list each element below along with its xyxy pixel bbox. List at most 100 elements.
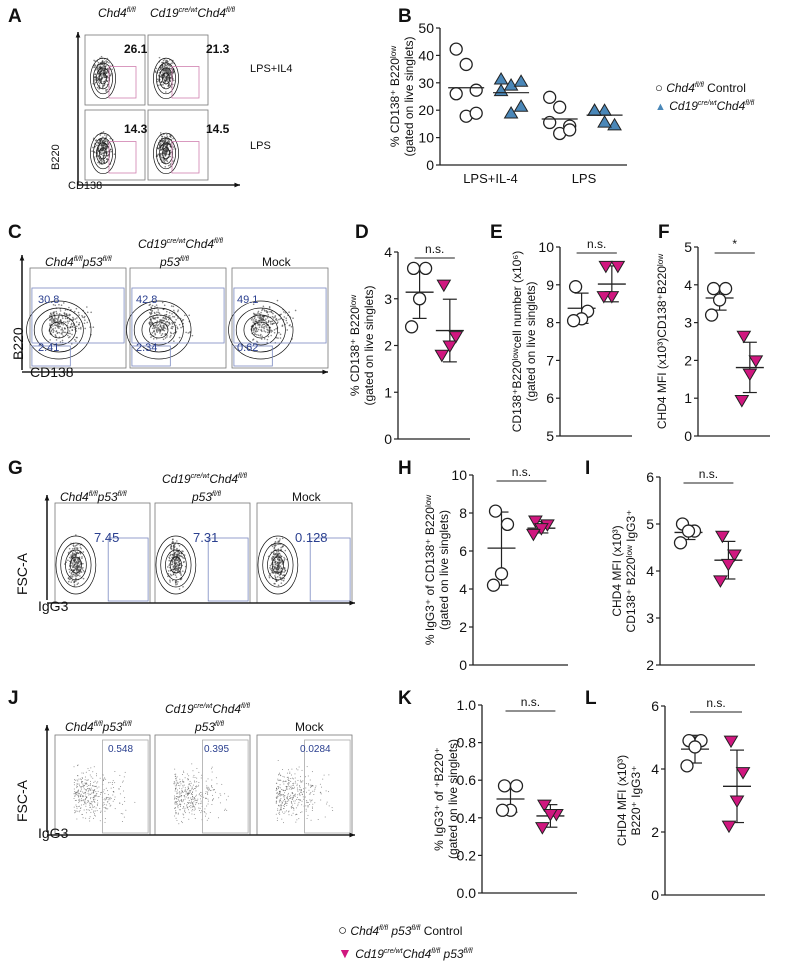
flow-event [275,560,277,563]
i-significance-label: n.s. [699,467,718,481]
flow-event [76,566,78,568]
flow-event [254,320,257,323]
flow-event [98,82,101,85]
flow-event [279,813,281,815]
flow-event [273,582,276,585]
flow-event [211,804,213,806]
flow-event [271,571,274,574]
flow-event [182,786,184,788]
flow-event [175,802,177,804]
flow-event [96,805,98,807]
flow-event [71,579,74,582]
flow-event [107,799,109,801]
contour-line [99,147,107,160]
flow-event [93,80,96,82]
flow-event [68,571,71,573]
contour-line [60,542,92,588]
flow-event [93,800,95,802]
control-data-point [469,83,483,97]
flow-event [175,562,178,565]
flow-event [161,139,163,142]
cre-data-point [587,103,602,116]
flow-event [174,768,176,770]
flow-event [192,789,194,791]
control-data-point [706,281,721,296]
flow-event [85,801,87,803]
flow-event [224,809,226,811]
flow-event [94,786,96,788]
flow-event [279,538,281,540]
flow-event [287,769,289,771]
flow-event [275,537,278,540]
flow-event [72,573,75,576]
flow-event [67,551,70,554]
flow-event [258,324,261,326]
flow-event [73,782,75,784]
flow-event [312,785,314,787]
flow-event [304,796,306,798]
flow-event [267,335,270,338]
flow-event [114,796,116,798]
flow-event [272,555,275,558]
flow-event [206,819,208,821]
flow-event [193,787,195,789]
flow-event [90,780,92,782]
control-data-point [718,281,733,296]
flow-event [286,805,288,807]
flow-event [70,557,72,560]
flow-event [290,774,292,776]
flow-event [290,785,292,787]
flow-event [64,317,67,320]
flow-event [276,793,278,795]
flow-event [256,330,259,333]
flow-event [190,793,192,795]
flow-event [73,547,76,550]
flow-event [265,324,267,327]
flow-event [182,800,184,802]
flow-event [78,811,80,813]
flow-event [73,766,75,768]
flow-event [111,781,113,783]
c-y-axis-arrow-head [19,255,25,261]
flow-event [104,793,106,795]
flow-event [174,802,176,804]
flow-event [160,334,163,337]
flow-event [195,802,197,804]
flow-event [279,784,281,786]
contour-line [153,57,179,100]
flow-event [289,798,291,800]
flow-event [208,788,210,790]
flow-event [174,776,176,778]
flow-event [280,809,282,811]
flow-event [180,799,182,801]
flow-event [177,553,180,556]
flow-event [174,790,176,792]
flow-event [174,785,176,787]
flow-event [205,780,207,782]
flow-event [86,321,89,324]
flow-event [103,149,105,152]
cre-data-point [434,349,450,363]
flow-event [54,304,57,307]
flow-event [192,776,194,778]
flow-event [297,790,299,792]
flow-event [283,316,286,318]
flow-event [219,793,221,795]
flow-event [167,315,170,318]
flow-event [157,329,160,332]
j-gate-value: 0.548 [108,744,134,755]
d-y-tick-label: 2 [384,338,392,354]
flow-event [190,782,192,784]
flow-event [162,75,165,78]
flow-event [172,325,174,328]
flow-event [151,332,154,334]
flow-event [184,812,186,814]
flow-event [174,569,177,571]
flow-event [171,554,174,556]
flow-event [162,146,164,149]
flow-event [177,309,180,311]
flow-event [273,559,276,562]
flow-event [67,336,70,339]
b-x-tick-label: LPS+IL-4 [463,171,518,186]
flow-event [73,324,75,326]
